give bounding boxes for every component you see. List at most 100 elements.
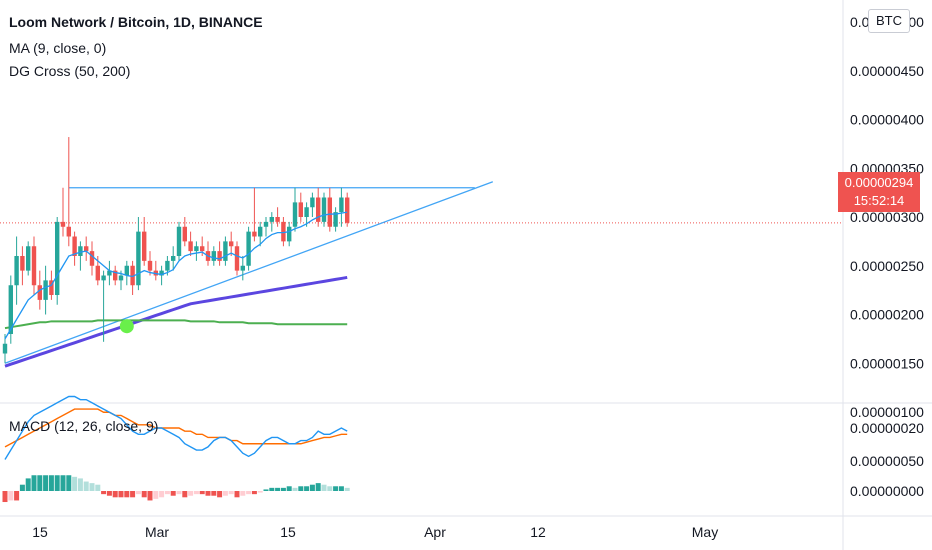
candle-body: [124, 265, 129, 276]
macd-histogram-bar: [19, 484, 25, 491]
macd-histogram-bar: [72, 476, 78, 491]
candle-body: [159, 270, 164, 276]
macd-histogram-bar: [327, 486, 333, 491]
support-trendline[interactable]: [4, 181, 494, 364]
candle-body: [118, 275, 124, 281]
macd-legend[interactable]: MACD (12, 26, close, 9): [9, 418, 159, 434]
price-tick-label: 0.00000450: [850, 63, 924, 79]
macd-histogram-bar: [43, 475, 49, 491]
macd-histogram-bar: [333, 486, 339, 491]
macd-histogram-bar: [240, 491, 246, 496]
macd-histogram-bar: [298, 486, 304, 491]
macd-histogram-bar: [309, 484, 315, 491]
price-tick-label: 0.00000150: [850, 355, 924, 371]
time-tick-label: 15: [32, 524, 48, 540]
candle-body: [49, 280, 54, 295]
candle-body: [339, 197, 344, 213]
candle-body: [194, 246, 199, 252]
macd-histogram-bar: [246, 491, 252, 495]
candle-body: [101, 275, 106, 281]
countdown-timer: 15:52:14: [853, 193, 905, 208]
candle-body: [37, 285, 42, 300]
candle-body: [246, 231, 251, 266]
macd-histogram-bar: [321, 484, 327, 491]
time-tick-label: Apr: [424, 524, 446, 540]
macd-histogram-bar: [286, 486, 292, 491]
price-tick-label: 0.00000100: [850, 404, 924, 420]
candle-body: [176, 226, 182, 256]
candle-body: [298, 202, 303, 217]
macd-histogram-bar: [31, 475, 37, 491]
macd-histogram-bar: [101, 491, 107, 495]
candle-body: [31, 246, 37, 286]
ma-legend[interactable]: MA (9, close, 0): [9, 40, 107, 56]
candle-body: [72, 236, 77, 256]
time-tick-label: May: [692, 524, 718, 540]
macd-histogram-bar: [147, 491, 153, 501]
ma9-line: [4, 211, 348, 340]
candle-body: [66, 226, 71, 237]
macd-histogram-bar: [130, 491, 136, 498]
macd-histogram-bar: [193, 491, 199, 495]
macd-histogram-bar: [37, 475, 43, 491]
candle-body: [287, 226, 292, 242]
macd-histogram-bar: [48, 475, 54, 491]
symbol-title[interactable]: Loom Network / Bitcoin, 1D, BINANCE: [9, 14, 263, 30]
macd-histogram-bar: [182, 491, 188, 498]
candle-body: [258, 226, 263, 237]
candle-body: [234, 246, 240, 271]
macd-histogram-bar: [217, 491, 223, 498]
candle-body: [60, 221, 66, 227]
macd-histogram-bar: [257, 491, 263, 493]
macd-histogram-bar: [170, 491, 176, 496]
candle-body: [200, 246, 205, 252]
macd-histogram-bar: [77, 478, 83, 491]
macd-histogram-bar: [135, 491, 141, 495]
candle-body: [55, 221, 60, 295]
price-tick-label: 0.00000200: [850, 307, 924, 323]
macd-histogram-bar: [211, 491, 217, 496]
ma200-line: [4, 275, 348, 368]
macd-histogram-bar: [222, 491, 228, 496]
macd-histogram-bar: [124, 491, 130, 498]
candle-body: [229, 241, 234, 247]
candle-body: [84, 246, 89, 252]
candle-body: [263, 221, 269, 227]
candle-body: [171, 256, 176, 261]
candle-body: [316, 197, 321, 222]
macd-histogram-bar: [8, 491, 14, 501]
macd-histogram-bar: [95, 484, 101, 491]
price-tick-label: 0.00000400: [850, 112, 924, 128]
candle-body: [333, 212, 338, 227]
macd-histogram-bar: [263, 489, 269, 491]
golden-cross-marker[interactable]: [119, 319, 134, 334]
candle-body: [304, 207, 309, 217]
candle-body: [113, 270, 118, 281]
dg-cross-legend[interactable]: DG Cross (50, 200): [9, 63, 131, 79]
macd-histogram-bar: [2, 491, 8, 503]
candle-body: [252, 231, 257, 237]
candle-body: [2, 343, 8, 354]
candle-body: [345, 197, 350, 223]
macd-histogram-bar: [25, 478, 31, 491]
currency-button[interactable]: BTC: [868, 9, 910, 33]
time-tick-label: 15: [280, 524, 296, 540]
macd-histogram-bar: [280, 487, 286, 491]
macd-histogram-bar: [338, 486, 344, 491]
macd-histogram-bar: [292, 487, 298, 491]
price-tick-label: 0.00000050: [850, 453, 924, 469]
macd-histogram-bar: [153, 491, 159, 499]
macd-histogram-bar: [251, 491, 257, 495]
macd-histogram-bar: [14, 491, 20, 501]
macd-histogram-bar: [66, 475, 72, 491]
macd-histogram-bar: [176, 491, 182, 495]
macd-histogram-bar: [164, 491, 170, 495]
macd-histogram-bar: [199, 491, 205, 495]
candle-body: [142, 231, 147, 261]
macd-histogram-bar: [269, 487, 275, 491]
macd-histogram-bar: [275, 487, 281, 491]
last-price-value: 0.00000294: [844, 175, 914, 190]
macd-tick-label: 0.00000000: [850, 483, 924, 499]
candle-body: [223, 241, 228, 261]
